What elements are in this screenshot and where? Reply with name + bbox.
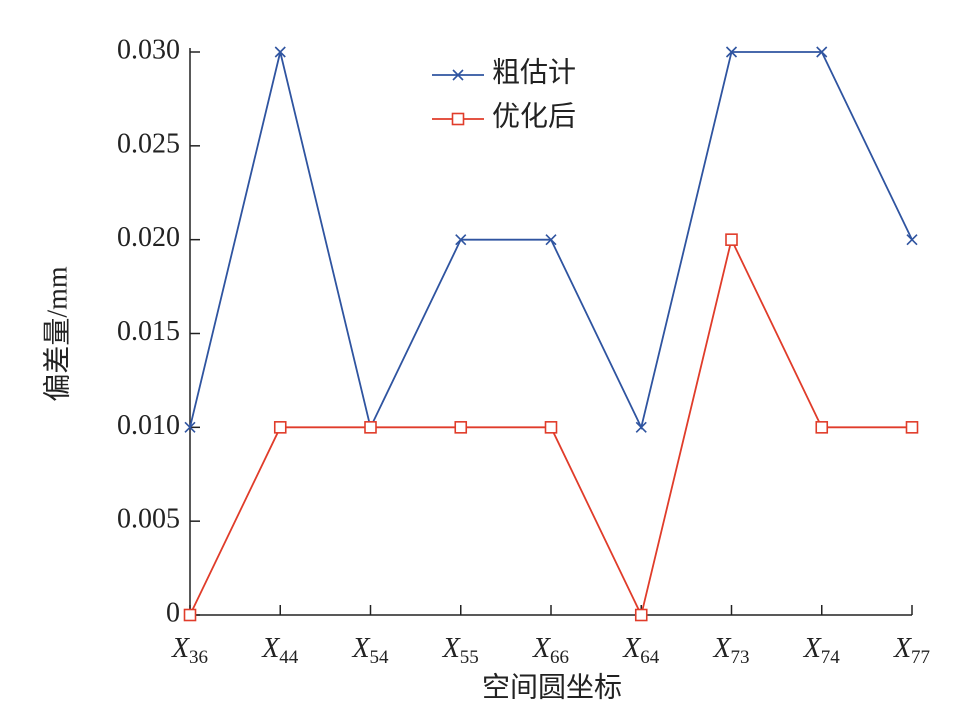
marker <box>906 234 918 246</box>
marker <box>364 421 377 434</box>
x-tick-label: X77 <box>893 633 930 668</box>
x-tick-letter: X <box>622 633 641 664</box>
x-tick-subscript: 36 <box>189 647 208 668</box>
marker <box>634 608 648 622</box>
x-axis-label: 空间圆坐标 <box>482 671 622 703</box>
x-tick-subscript: 64 <box>640 647 660 668</box>
x-tick-subscript: 73 <box>731 647 750 668</box>
x-tick-subscript: 74 <box>821 647 841 668</box>
x-tick-label: X73 <box>712 633 749 668</box>
y-tick-label: 0.030 <box>117 34 180 65</box>
y-tick-label: 0.020 <box>117 222 180 253</box>
x-tick-subscript: 55 <box>460 647 479 668</box>
x-tick-letter: X <box>261 633 280 664</box>
x-tick-letter: X <box>803 633 822 664</box>
marker <box>725 233 738 246</box>
marker <box>635 421 647 433</box>
x-tick-subscript: 54 <box>370 647 390 668</box>
y-tick-label: 0.025 <box>117 128 180 159</box>
x-tick-label: X55 <box>442 633 479 668</box>
x-tick-label: X44 <box>261 633 299 668</box>
marker <box>273 421 287 434</box>
marker <box>183 608 197 622</box>
x-tick-letter: X <box>532 633 551 664</box>
marker <box>815 421 829 434</box>
x-tick-subscript: 66 <box>550 647 569 668</box>
x-tick-label: X64 <box>622 633 660 668</box>
x-tick-letter: X <box>171 633 190 664</box>
x-tick-subscript: 44 <box>279 647 299 668</box>
x-tick-label: X74 <box>803 633 841 668</box>
marker <box>816 46 828 58</box>
x-tick-letter: X <box>893 633 912 664</box>
y-tick-label: 0.005 <box>117 504 180 535</box>
x-tick-label: X36 <box>171 633 208 668</box>
y-tick-label: 0.015 <box>117 316 180 347</box>
marker <box>725 46 738 58</box>
legend-marker <box>451 112 465 126</box>
marker <box>905 421 919 434</box>
legend-marker <box>452 69 464 81</box>
marker <box>455 234 467 246</box>
x-tick-subscript: 77 <box>911 647 930 668</box>
marker <box>544 421 558 434</box>
marker <box>184 421 196 433</box>
legend-label: 优化后 <box>492 100 576 132</box>
x-tick-label: X66 <box>532 633 569 668</box>
y-tick-label: 0 <box>166 597 180 628</box>
marker <box>545 234 557 246</box>
x-tick-letter: X <box>351 633 370 664</box>
y-axis-label: 偏差量/mm <box>41 266 73 402</box>
marker <box>274 46 286 58</box>
x-tick-label: X54 <box>351 633 389 668</box>
legend-label: 粗估计 <box>492 56 576 88</box>
marker <box>454 421 468 434</box>
x-tick-letter: X <box>442 633 461 664</box>
y-tick-label: 0.010 <box>117 410 180 441</box>
x-tick-letter: X <box>712 633 731 664</box>
